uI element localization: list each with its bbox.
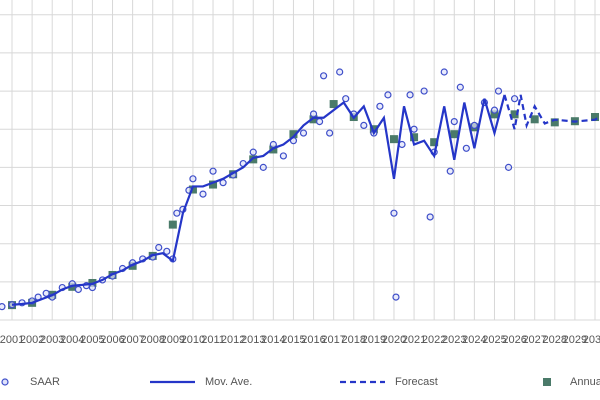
point	[173, 209, 181, 217]
x-tick-label: 2026	[502, 334, 526, 346]
point	[410, 125, 418, 133]
legend-label: Annual	[570, 376, 600, 388]
x-tick-label: 2029	[563, 334, 587, 346]
point	[490, 106, 499, 114]
point	[384, 91, 392, 99]
point	[249, 148, 257, 156]
point	[209, 167, 217, 175]
point	[462, 144, 470, 152]
square	[591, 113, 599, 122]
point	[504, 163, 513, 171]
point	[446, 167, 454, 175]
point	[320, 72, 328, 80]
x-tick-label: 2005	[80, 334, 104, 346]
point	[450, 117, 458, 126]
point	[406, 91, 414, 99]
legend-label: SAAR	[30, 376, 60, 388]
point	[163, 247, 171, 255]
square	[329, 100, 338, 109]
x-tick-label: 2019	[362, 334, 386, 346]
x-tick-label: 2014	[261, 334, 285, 346]
x-tick-label: 2012	[221, 334, 245, 346]
x-tick-label: 2001	[0, 334, 24, 346]
line	[11, 94, 506, 306]
x-tick-label: 2013	[241, 334, 265, 346]
point	[456, 83, 464, 91]
square	[530, 115, 539, 124]
x-tick-label: 2025	[482, 334, 506, 346]
point	[440, 68, 448, 76]
x-tick-label: 2020	[382, 334, 406, 346]
point	[426, 213, 434, 221]
x-tick-label: 2008	[140, 334, 164, 346]
legend-label: Mov. Ave.	[205, 376, 252, 388]
square	[410, 133, 419, 142]
legend-marker	[543, 378, 551, 386]
square	[209, 180, 218, 189]
x-tick-label: 2022	[422, 334, 446, 346]
point	[470, 121, 478, 130]
x-tick-label: 2018	[342, 334, 366, 346]
point	[309, 110, 318, 118]
point	[390, 209, 398, 217]
point	[0, 303, 6, 311]
square	[450, 130, 459, 139]
x-tick-label: 2006	[100, 334, 124, 346]
square	[309, 115, 318, 124]
x-tick-label: 2024	[462, 334, 486, 346]
square	[249, 155, 258, 164]
point	[336, 68, 344, 76]
point	[510, 95, 519, 103]
point	[342, 95, 350, 103]
point	[74, 285, 82, 294]
point	[279, 152, 287, 160]
point	[42, 289, 50, 297]
point	[420, 87, 428, 95]
x-tick-label: 2007	[120, 334, 144, 346]
point	[326, 129, 334, 137]
point	[259, 163, 267, 171]
x-tick-label: 2002	[20, 334, 44, 346]
square	[289, 130, 298, 139]
x-tick-label: 2011	[201, 334, 225, 346]
square	[550, 118, 559, 127]
x-tick-label: 2021	[402, 334, 426, 346]
point	[299, 129, 308, 137]
x-tick-label: 2015	[281, 334, 305, 346]
square	[430, 138, 439, 147]
point	[376, 102, 384, 110]
x-tick-label: 2010	[181, 334, 205, 346]
square	[369, 125, 378, 134]
x-tick-label: 2009	[161, 334, 185, 346]
point	[155, 243, 163, 252]
x-tick-label: 2017	[321, 334, 345, 346]
point	[392, 293, 400, 301]
point	[189, 175, 197, 183]
legend-marker	[1, 378, 9, 386]
x-tick-label: 2027	[522, 334, 546, 346]
square	[389, 135, 398, 144]
point	[360, 121, 368, 130]
x-tick-label: 2028	[543, 334, 567, 346]
square	[490, 110, 499, 119]
legend-label: Forecast	[395, 376, 438, 388]
point	[88, 283, 97, 292]
forecast-line	[503, 94, 600, 130]
x-tick-label: 2003	[40, 334, 64, 346]
x-tick-label: 2023	[442, 334, 466, 346]
square	[168, 220, 177, 229]
x-tick-label: 2004	[60, 334, 84, 346]
point	[494, 87, 503, 95]
x-tick-label: 2030	[583, 334, 600, 346]
x-tick-label: 2016	[301, 334, 325, 346]
square	[510, 110, 519, 119]
point	[315, 117, 324, 126]
point	[199, 190, 207, 198]
